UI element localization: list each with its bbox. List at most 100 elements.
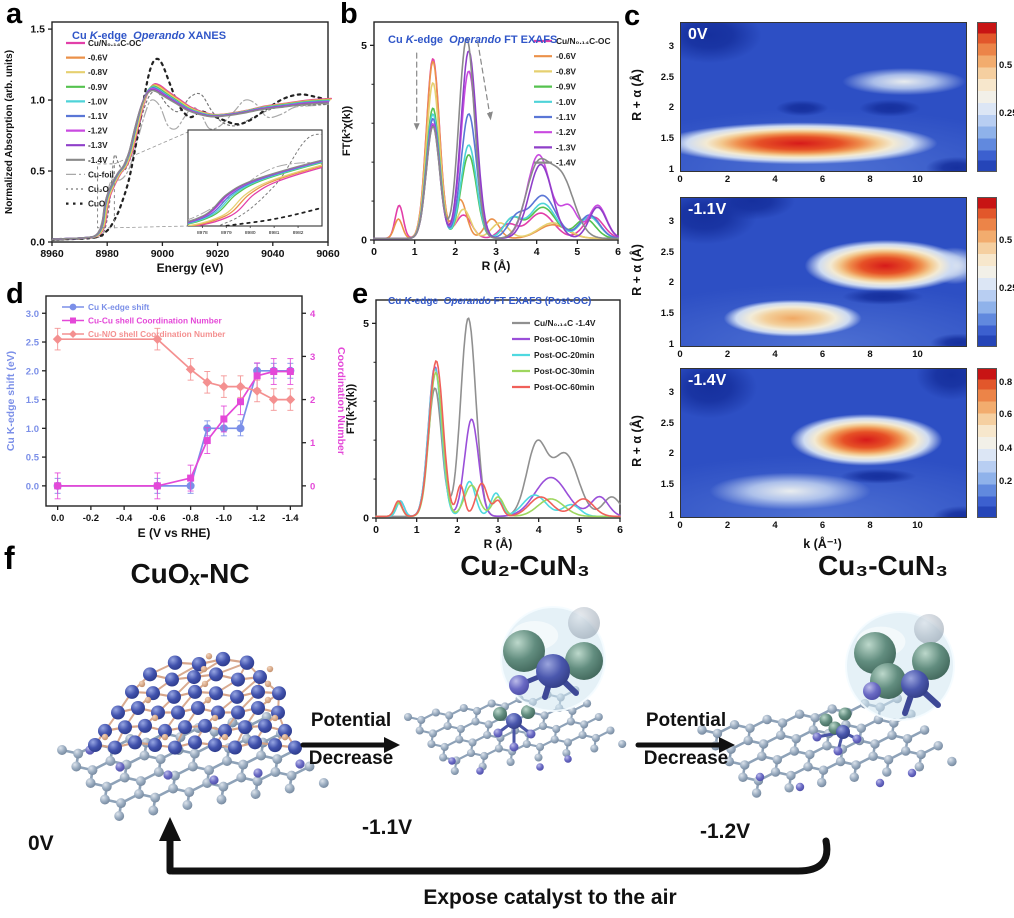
svg-text:-1.3V: -1.3V (556, 142, 576, 152)
svg-text:5: 5 (361, 40, 367, 52)
svg-text:8982: 8982 (293, 230, 304, 236)
svg-text:5: 5 (576, 524, 582, 536)
potential-1-1v: -1.1V (362, 816, 413, 839)
svg-text:0.0: 0.0 (51, 513, 64, 524)
panel-label-d: d (6, 278, 24, 310)
svg-text:8979: 8979 (221, 230, 232, 236)
svg-text:-0.8V: -0.8V (88, 68, 108, 77)
svg-text:Post-OC-30min: Post-OC-30min (534, 366, 595, 376)
potential-1-2v: -1.2V (700, 820, 751, 843)
svg-text:-1.0: -1.0 (216, 513, 232, 524)
svg-text:1.5: 1.5 (30, 24, 45, 36)
svg-text:0: 0 (361, 235, 367, 247)
svg-text:Cu/N₀.₁₄C -1.4V: Cu/N₀.₁₄C -1.4V (534, 318, 596, 328)
svg-text:Cu/N₀.₁₄C-OC: Cu/N₀.₁₄C-OC (88, 39, 141, 48)
svg-text:8978: 8978 (197, 230, 208, 236)
svg-text:8980: 8980 (96, 248, 120, 260)
svg-text:Cu K-edge shift (eV): Cu K-edge shift (eV) (5, 351, 17, 451)
svg-text:-0.8: -0.8 (182, 513, 198, 524)
svg-text:2.5: 2.5 (26, 338, 40, 349)
svg-text:6: 6 (615, 246, 621, 258)
xanes-chart: 8960 8980 9000 9020 9040 9060 0.0 0.5 1.0 1.5 Ener… (4, 21, 340, 275)
svg-text:5: 5 (363, 318, 369, 330)
svg-text:4: 4 (310, 309, 316, 320)
potential-label: 0V (688, 26, 708, 43)
svg-text:E (V vs RHE): E (V vs RHE) (138, 526, 211, 540)
contour-map (680, 22, 967, 172)
svg-text:R (Å): R (Å) (484, 536, 513, 551)
mechanism-schematic (57, 606, 957, 875)
potential-label: -1.4V (688, 372, 727, 389)
svg-text:1: 1 (412, 246, 418, 258)
svg-text:Cu-Cu shell Coordination Numb: Cu-Cu shell Coordination Number (88, 316, 222, 326)
svg-text:Cu-N/O shell Coordination Numb: Cu-N/O shell Coordination Number (88, 329, 226, 339)
svg-text:Normalized Absorption (arb. un: Normalized Absorption (arb. units) (4, 50, 15, 214)
svg-text:9020: 9020 (206, 248, 230, 260)
svg-text:Cu₂O: Cu₂O (88, 185, 110, 194)
colorbar (977, 22, 997, 172)
panel-label-e: e (352, 278, 369, 310)
svg-text:-1.0V: -1.0V (88, 97, 108, 106)
svg-text:3: 3 (310, 352, 315, 363)
panel-label-b: b (340, 0, 358, 30)
svg-text:-0.6V: -0.6V (556, 51, 576, 61)
contour-map (680, 368, 967, 518)
svg-text:0.0: 0.0 (26, 481, 39, 492)
svg-text:0.0: 0.0 (30, 237, 45, 249)
svg-text:-1.3V: -1.3V (88, 141, 108, 150)
svg-text:Cu K-edge shift: Cu K-edge shift (88, 302, 150, 312)
svg-text:Energy (eV): Energy (eV) (157, 261, 224, 275)
svg-text:8960: 8960 (40, 248, 64, 260)
svg-text:Coordination Number: Coordination Number (335, 347, 347, 455)
panel-label-a: a (6, 0, 23, 30)
svg-text:1: 1 (414, 524, 420, 536)
svg-text:2.0: 2.0 (26, 366, 39, 377)
ft-exafs-chart: 0 1 2 3 4 5 6 0 5 R (Å) FT(k³χ(k)) Cu/N₀.₁₄C-OC -0.6… (341, 21, 621, 273)
post-oc-exafs-chart: 0 1 2 3 4 5 6 0 5 R (Å) FT(k³χ(k)) Cu/N₀.₁₄C -1.4V P… (345, 299, 623, 551)
colorbar (977, 368, 997, 518)
svg-text:Post-OC-10min: Post-OC-10min (534, 334, 595, 344)
panel-label-f: f (4, 540, 15, 576)
svg-text:0: 0 (363, 513, 369, 525)
svg-text:-0.8V: -0.8V (556, 66, 576, 76)
arrow2-label-decrease: Decrease (643, 748, 729, 769)
svg-text:-1.1V: -1.1V (88, 112, 108, 121)
panel-b-title: Cu K-edge Operando FT EXAFS (388, 34, 558, 46)
svg-text:-1.0V: -1.0V (556, 97, 576, 107)
svg-text:2: 2 (454, 524, 460, 536)
svg-text:-0.2: -0.2 (83, 513, 99, 524)
svg-text:Cu-foil: Cu-foil (88, 170, 114, 179)
svg-text:9040: 9040 (261, 248, 285, 260)
panel-label-c: c (624, 0, 641, 32)
svg-text:-0.6V: -0.6V (88, 54, 108, 63)
svg-text:R (Å): R (Å) (482, 258, 511, 273)
svg-text:1.0: 1.0 (30, 95, 45, 107)
svg-text:FT(k³χ(k)): FT(k³χ(k)) (341, 106, 353, 157)
svg-text:CuO: CuO (88, 200, 106, 209)
svg-text:0: 0 (373, 524, 379, 536)
svg-text:FT(k³χ(k)): FT(k³χ(k)) (345, 384, 357, 435)
svg-text:0.5: 0.5 (30, 166, 45, 178)
potential-label: -1.1V (688, 201, 727, 218)
svg-text:-1.1V: -1.1V (556, 112, 576, 122)
svg-text:Post-OC-20min: Post-OC-20min (534, 350, 595, 360)
k-axis-label: k (Å⁻¹) (803, 537, 842, 551)
svg-text:-0.4: -0.4 (116, 513, 133, 524)
contour-map (680, 197, 967, 347)
svg-text:5: 5 (574, 246, 580, 258)
svg-text:6: 6 (617, 524, 623, 536)
arrow1-label-decrease: Decrease (308, 748, 394, 769)
svg-text:3: 3 (495, 524, 501, 536)
svg-text:-0.9V: -0.9V (88, 83, 108, 92)
svg-text:-1.2V: -1.2V (556, 127, 576, 137)
potential-0v: 0V (28, 832, 54, 855)
svg-text:-1.4: -1.4 (282, 513, 299, 524)
svg-text:2: 2 (452, 246, 458, 258)
structure-title-cu3: Cu₃-CuN₃ (817, 550, 949, 581)
svg-text:2: 2 (310, 395, 315, 406)
edge-shift-coordination-chart: 0.0 -0.2 -0.4 -0.6 -0.8 -1.0 -1.2 -1.4 0.0 0.5 1.0… (5, 295, 347, 540)
